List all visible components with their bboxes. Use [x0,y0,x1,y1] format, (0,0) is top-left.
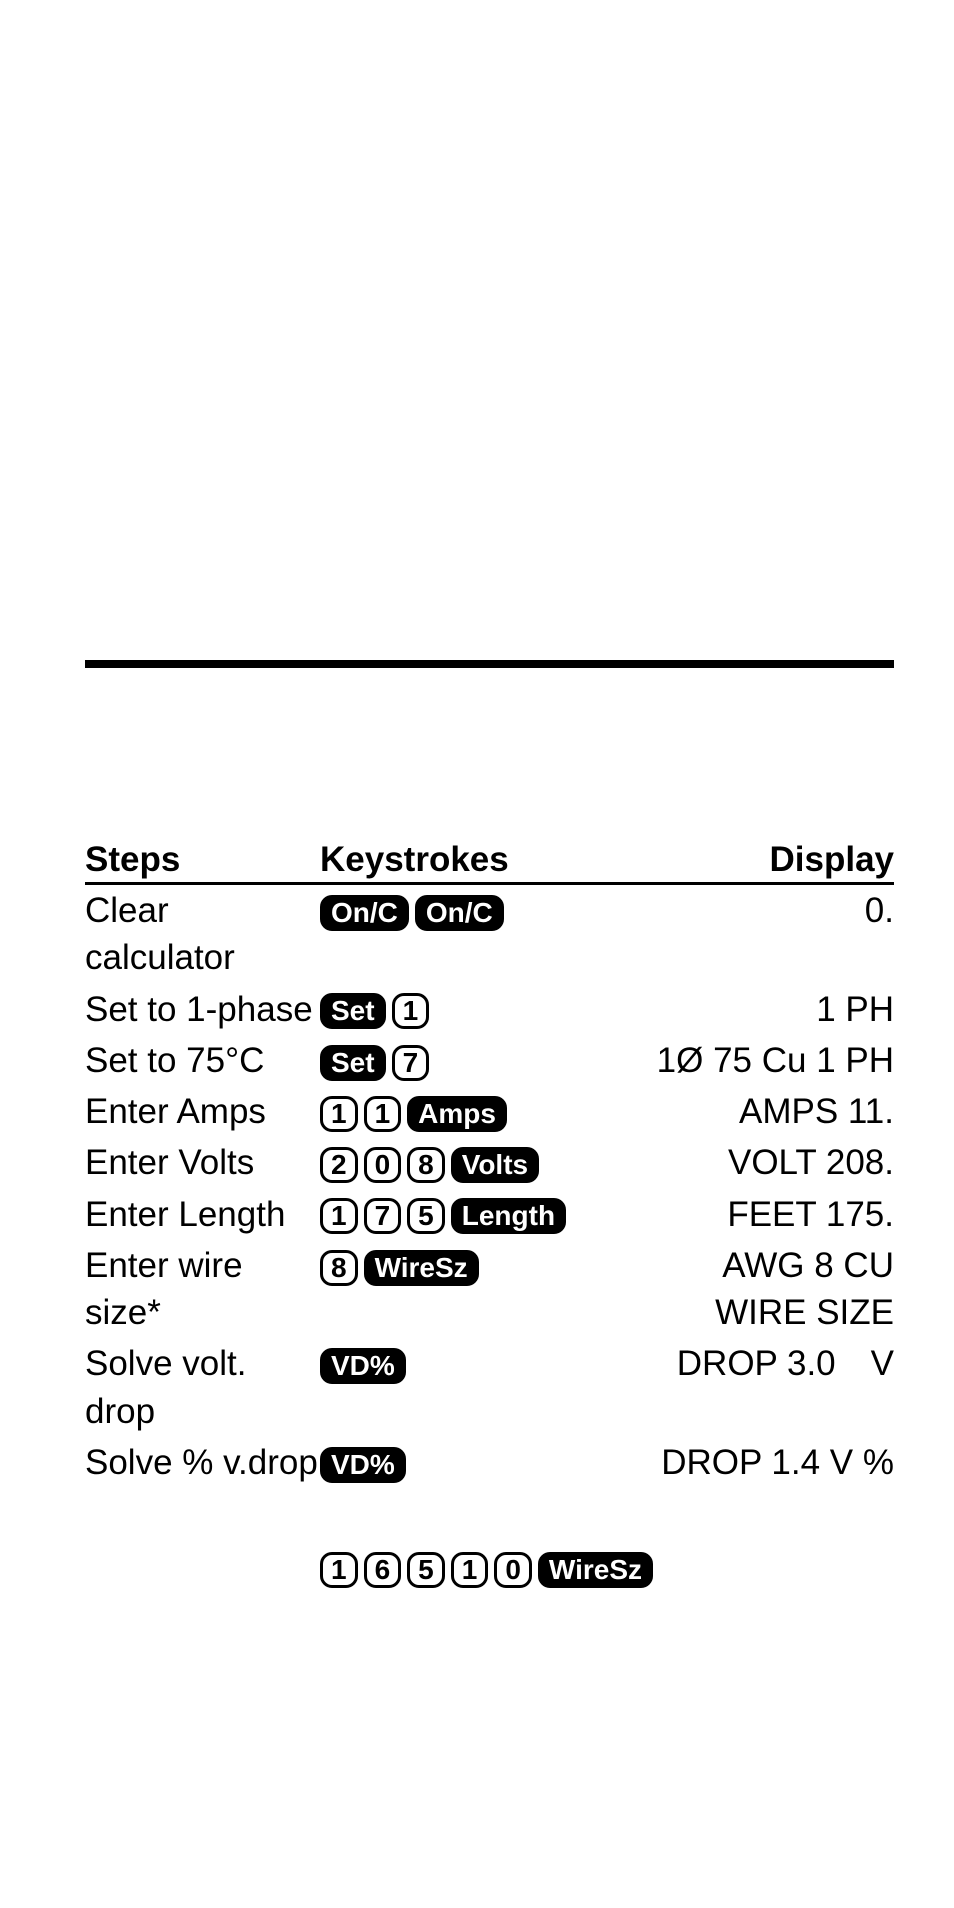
content: Steps Keystrokes Display Clear calculato… [85,840,894,1588]
key-num-1: 1 [320,1096,358,1132]
key-num-1: 1 [364,1096,402,1132]
key-fn-set: Set [320,1045,386,1081]
display-cell: AMPS 11. [616,1086,894,1137]
key-fn-wiresz: WireSz [364,1250,479,1286]
key-fn-set: Set [320,993,386,1029]
table-row: Solve volt. dropVD% DROP 3.0 V [85,1338,894,1437]
key-num-6: 6 [364,1552,402,1588]
step-label: Enter Volts [85,1137,320,1188]
key-fn-amps: Amps [407,1096,507,1132]
key-num-8: 8 [320,1250,358,1286]
footnote-keystrokes: 16510WireSz [85,1548,894,1588]
col-header-steps: Steps [85,840,320,884]
display-cell: 1Ø 75 Cu 1 PH [616,1035,894,1086]
page: Steps Keystrokes Display Clear calculato… [0,0,954,1908]
keystrokes-cell: 11Amps [320,1086,616,1137]
display-cell: AWG 8 CUWIRE SIZE [616,1240,894,1339]
key-num-8: 8 [407,1147,445,1183]
key-fn-volts: Volts [451,1147,539,1183]
step-label: Enter Length [85,1189,320,1240]
table-row: Enter Length175LengthFEET 175. [85,1189,894,1240]
key-fn-length: Length [451,1198,566,1234]
table-row: Clear calculatorOn/COn/C0. [85,884,894,984]
display-cell: VOLT 208. [616,1137,894,1188]
key-num-1: 1 [320,1552,358,1588]
step-label: Set to 75°C [85,1035,320,1086]
key-num-1: 1 [320,1198,358,1234]
display-cell: 1 PH [616,984,894,1035]
step-label: Solve volt. drop [85,1338,320,1437]
key-fn-onc: On/C [415,895,504,931]
display-cell-line2: WIRE SIZE [616,1289,894,1336]
key-num-0: 0 [494,1552,532,1588]
keystrokes-cell: 175Length [320,1189,616,1240]
key-fn-vd: VD% [320,1348,406,1384]
calc-steps-table: Steps Keystrokes Display Clear calculato… [85,840,894,1488]
keystrokes-cell: 8WireSz [320,1240,616,1339]
table-row: Enter Volts208VoltsVOLT 208. [85,1137,894,1188]
key-fn-wiresz: WireSz [538,1552,653,1588]
col-header-keystrokes: Keystrokes [320,840,616,884]
step-label: Enter Amps [85,1086,320,1137]
key-num-7: 7 [392,1045,430,1081]
keystrokes-cell: 208Volts [320,1137,616,1188]
keystrokes-cell: Set7 [320,1035,616,1086]
display-cell: FEET 175. [616,1189,894,1240]
keystrokes-cell: VD% [320,1338,616,1437]
divider-rule [85,660,894,668]
step-label: Clear calculator [85,884,320,984]
table-row: Enter Amps11AmpsAMPS 11. [85,1086,894,1137]
key-num-5: 5 [407,1198,445,1234]
key-fn-vd: VD% [320,1447,406,1483]
key-num-5: 5 [407,1552,445,1588]
key-num-0: 0 [364,1147,402,1183]
key-num-1: 1 [451,1552,489,1588]
keystrokes-cell: Set1 [320,984,616,1035]
table-row: Set to 1-phaseSet11 PH [85,984,894,1035]
step-label: Enter wire size* [85,1240,320,1339]
key-num-7: 7 [364,1198,402,1234]
display-cell: DROP 3.0 V [616,1338,894,1437]
keystrokes-cell: VD% [320,1437,616,1488]
display-cell: 0. [616,884,894,984]
table-row: Set to 75°CSet71Ø 75 Cu 1 PH [85,1035,894,1086]
col-header-display: Display [616,840,894,884]
step-label: Set to 1-phase [85,984,320,1035]
display-cell: DROP 1.4 V % [616,1437,894,1488]
key-fn-onc: On/C [320,895,409,931]
table-row: Enter wire size*8WireSzAWG 8 CUWIRE SIZE [85,1240,894,1339]
table-row: Solve % v.dropVD% DROP 1.4 V % [85,1437,894,1488]
key-num-1: 1 [392,993,430,1029]
keystrokes-cell: On/COn/C [320,884,616,984]
step-label: Solve % v.drop [85,1437,320,1488]
key-num-2: 2 [320,1147,358,1183]
